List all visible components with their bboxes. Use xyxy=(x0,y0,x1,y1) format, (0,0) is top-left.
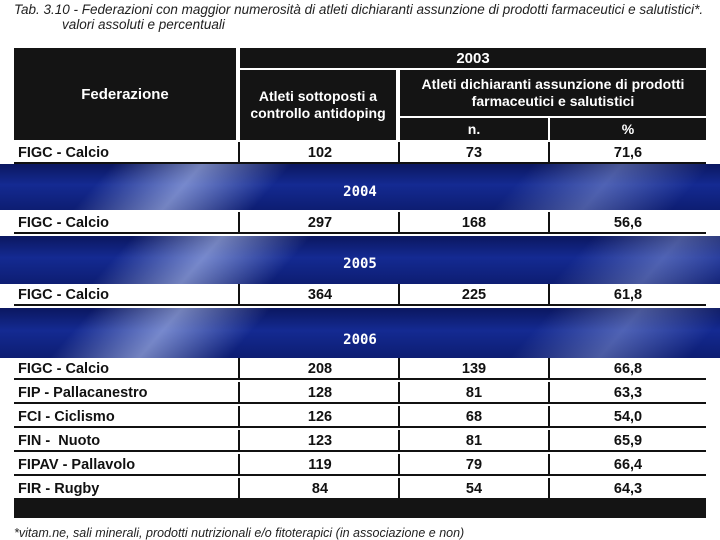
cell-federazione: FIGC - Calcio xyxy=(18,287,110,303)
divider xyxy=(398,358,400,380)
cell-n: 168 xyxy=(461,215,487,231)
cell-controllo: 128 xyxy=(307,385,333,401)
header-controllo: Atleti sottoposti a controllo antidoping xyxy=(240,70,396,140)
divider xyxy=(548,358,550,380)
cell-pct: 65,9 xyxy=(613,433,643,449)
divider xyxy=(398,406,400,428)
header-year-2003: 2003 xyxy=(240,48,706,68)
cell-n: 81 xyxy=(465,433,483,449)
divider xyxy=(238,406,240,428)
divider xyxy=(14,304,706,306)
cell-controllo: 119 xyxy=(308,457,332,473)
cell-controllo: 297 xyxy=(307,215,333,231)
cell-federazione: FIGC - Calcio xyxy=(18,215,110,231)
year-band-2005: 2005 xyxy=(0,236,720,284)
cell-federazione: FIGC - Calcio xyxy=(18,361,110,377)
cell-n: 79 xyxy=(465,457,483,473)
year-label-2006: 2006 xyxy=(343,332,377,348)
header-federazione: Federazione xyxy=(14,48,236,140)
cell-pct: 54,0 xyxy=(613,409,643,425)
divider xyxy=(238,430,240,452)
cell-pct: 64,3 xyxy=(613,481,643,497)
cell-federazione: FIN - Nuoto xyxy=(18,433,101,449)
table-row: FIGC - Calcio 208 139 66,8 xyxy=(14,358,706,380)
header-pct: % xyxy=(550,118,706,140)
cell-federazione: FIPAV - Pallavolo xyxy=(18,457,136,473)
cell-n: 139 xyxy=(461,361,487,377)
divider xyxy=(548,382,550,404)
year-label-2005: 2005 xyxy=(343,256,377,272)
cell-controllo: 364 xyxy=(307,287,333,303)
divider xyxy=(238,142,240,164)
divider xyxy=(238,358,240,380)
cell-pct: 56,6 xyxy=(613,215,643,231)
cell-n: 68 xyxy=(465,409,483,425)
divider xyxy=(548,142,550,164)
divider xyxy=(548,284,550,306)
cell-pct: 71,6 xyxy=(613,145,643,161)
cell-controllo: 208 xyxy=(307,361,333,377)
cell-n: 225 xyxy=(461,287,487,303)
divider xyxy=(238,212,240,234)
divider xyxy=(238,454,240,476)
table-row: FIGC - Calcio 364 225 61,8 xyxy=(14,284,706,306)
divider xyxy=(548,454,550,476)
divider xyxy=(398,284,400,306)
table-row: FIR - Rugby 84 54 64,3 xyxy=(14,478,706,500)
header-dichiaranti: Atleti dichiaranti assunzione di prodott… xyxy=(400,70,706,116)
cell-n: 73 xyxy=(465,145,483,161)
table-row: FIP - Pallacanestro 128 81 63,3 xyxy=(14,382,706,404)
cell-n: 81 xyxy=(465,385,483,401)
caption-line-1: Tab. 3.10 - Federazioni con maggior nume… xyxy=(14,2,704,17)
table-row: FIN - Nuoto 123 81 65,9 xyxy=(14,430,706,452)
cell-controllo: 123 xyxy=(307,433,333,449)
cell-pct: 63,3 xyxy=(613,385,643,401)
cell-federazione: FIGC - Calcio xyxy=(18,145,110,161)
divider xyxy=(14,426,706,428)
table-caption: Tab. 3.10 - Federazioni con maggior nume… xyxy=(14,2,720,32)
cell-controllo: 84 xyxy=(311,481,329,497)
table-row: FIPAV - Pallavolo 119 79 66,4 xyxy=(14,454,706,476)
divider xyxy=(238,284,240,306)
divider xyxy=(14,162,706,164)
divider xyxy=(398,454,400,476)
table-footer-bar xyxy=(14,498,706,518)
divider xyxy=(14,474,706,476)
cell-pct: 66,4 xyxy=(613,457,643,473)
divider xyxy=(548,430,550,452)
table-row: FIGC - Calcio 102 73 71,6 xyxy=(14,142,706,164)
divider xyxy=(548,406,550,428)
table-row: FCI - Ciclismo 126 68 54,0 xyxy=(14,406,706,428)
divider xyxy=(548,478,550,500)
divider xyxy=(398,430,400,452)
divider xyxy=(398,142,400,164)
caption-line-2: valori assoluti e percentuali xyxy=(62,17,225,32)
divider xyxy=(238,382,240,404)
cell-n: 54 xyxy=(465,481,483,497)
divider xyxy=(398,212,400,234)
cell-controllo: 126 xyxy=(307,409,333,425)
table-row: FIGC - Calcio 297 168 56,6 xyxy=(14,212,706,234)
divider xyxy=(398,478,400,500)
divider xyxy=(398,382,400,404)
header-n: n. xyxy=(400,118,548,140)
cell-pct: 61,8 xyxy=(613,287,643,303)
divider xyxy=(238,478,240,500)
cell-controllo: 102 xyxy=(307,145,333,161)
year-band-2004: 2004 xyxy=(0,164,720,210)
divider xyxy=(548,212,550,234)
cell-federazione: FIP - Pallacanestro xyxy=(18,385,148,401)
divider xyxy=(14,232,706,234)
year-band-2006: 2006 xyxy=(0,308,720,358)
footnote: *vitam.ne, sali minerali, prodotti nutri… xyxy=(14,526,465,540)
divider xyxy=(14,450,706,452)
cell-pct: 66,8 xyxy=(613,361,643,377)
year-label-2004: 2004 xyxy=(343,184,377,200)
cell-federazione: FCI - Ciclismo xyxy=(18,409,115,425)
cell-federazione: FIR - Rugby xyxy=(18,481,100,497)
divider xyxy=(14,378,706,380)
divider xyxy=(14,402,706,404)
